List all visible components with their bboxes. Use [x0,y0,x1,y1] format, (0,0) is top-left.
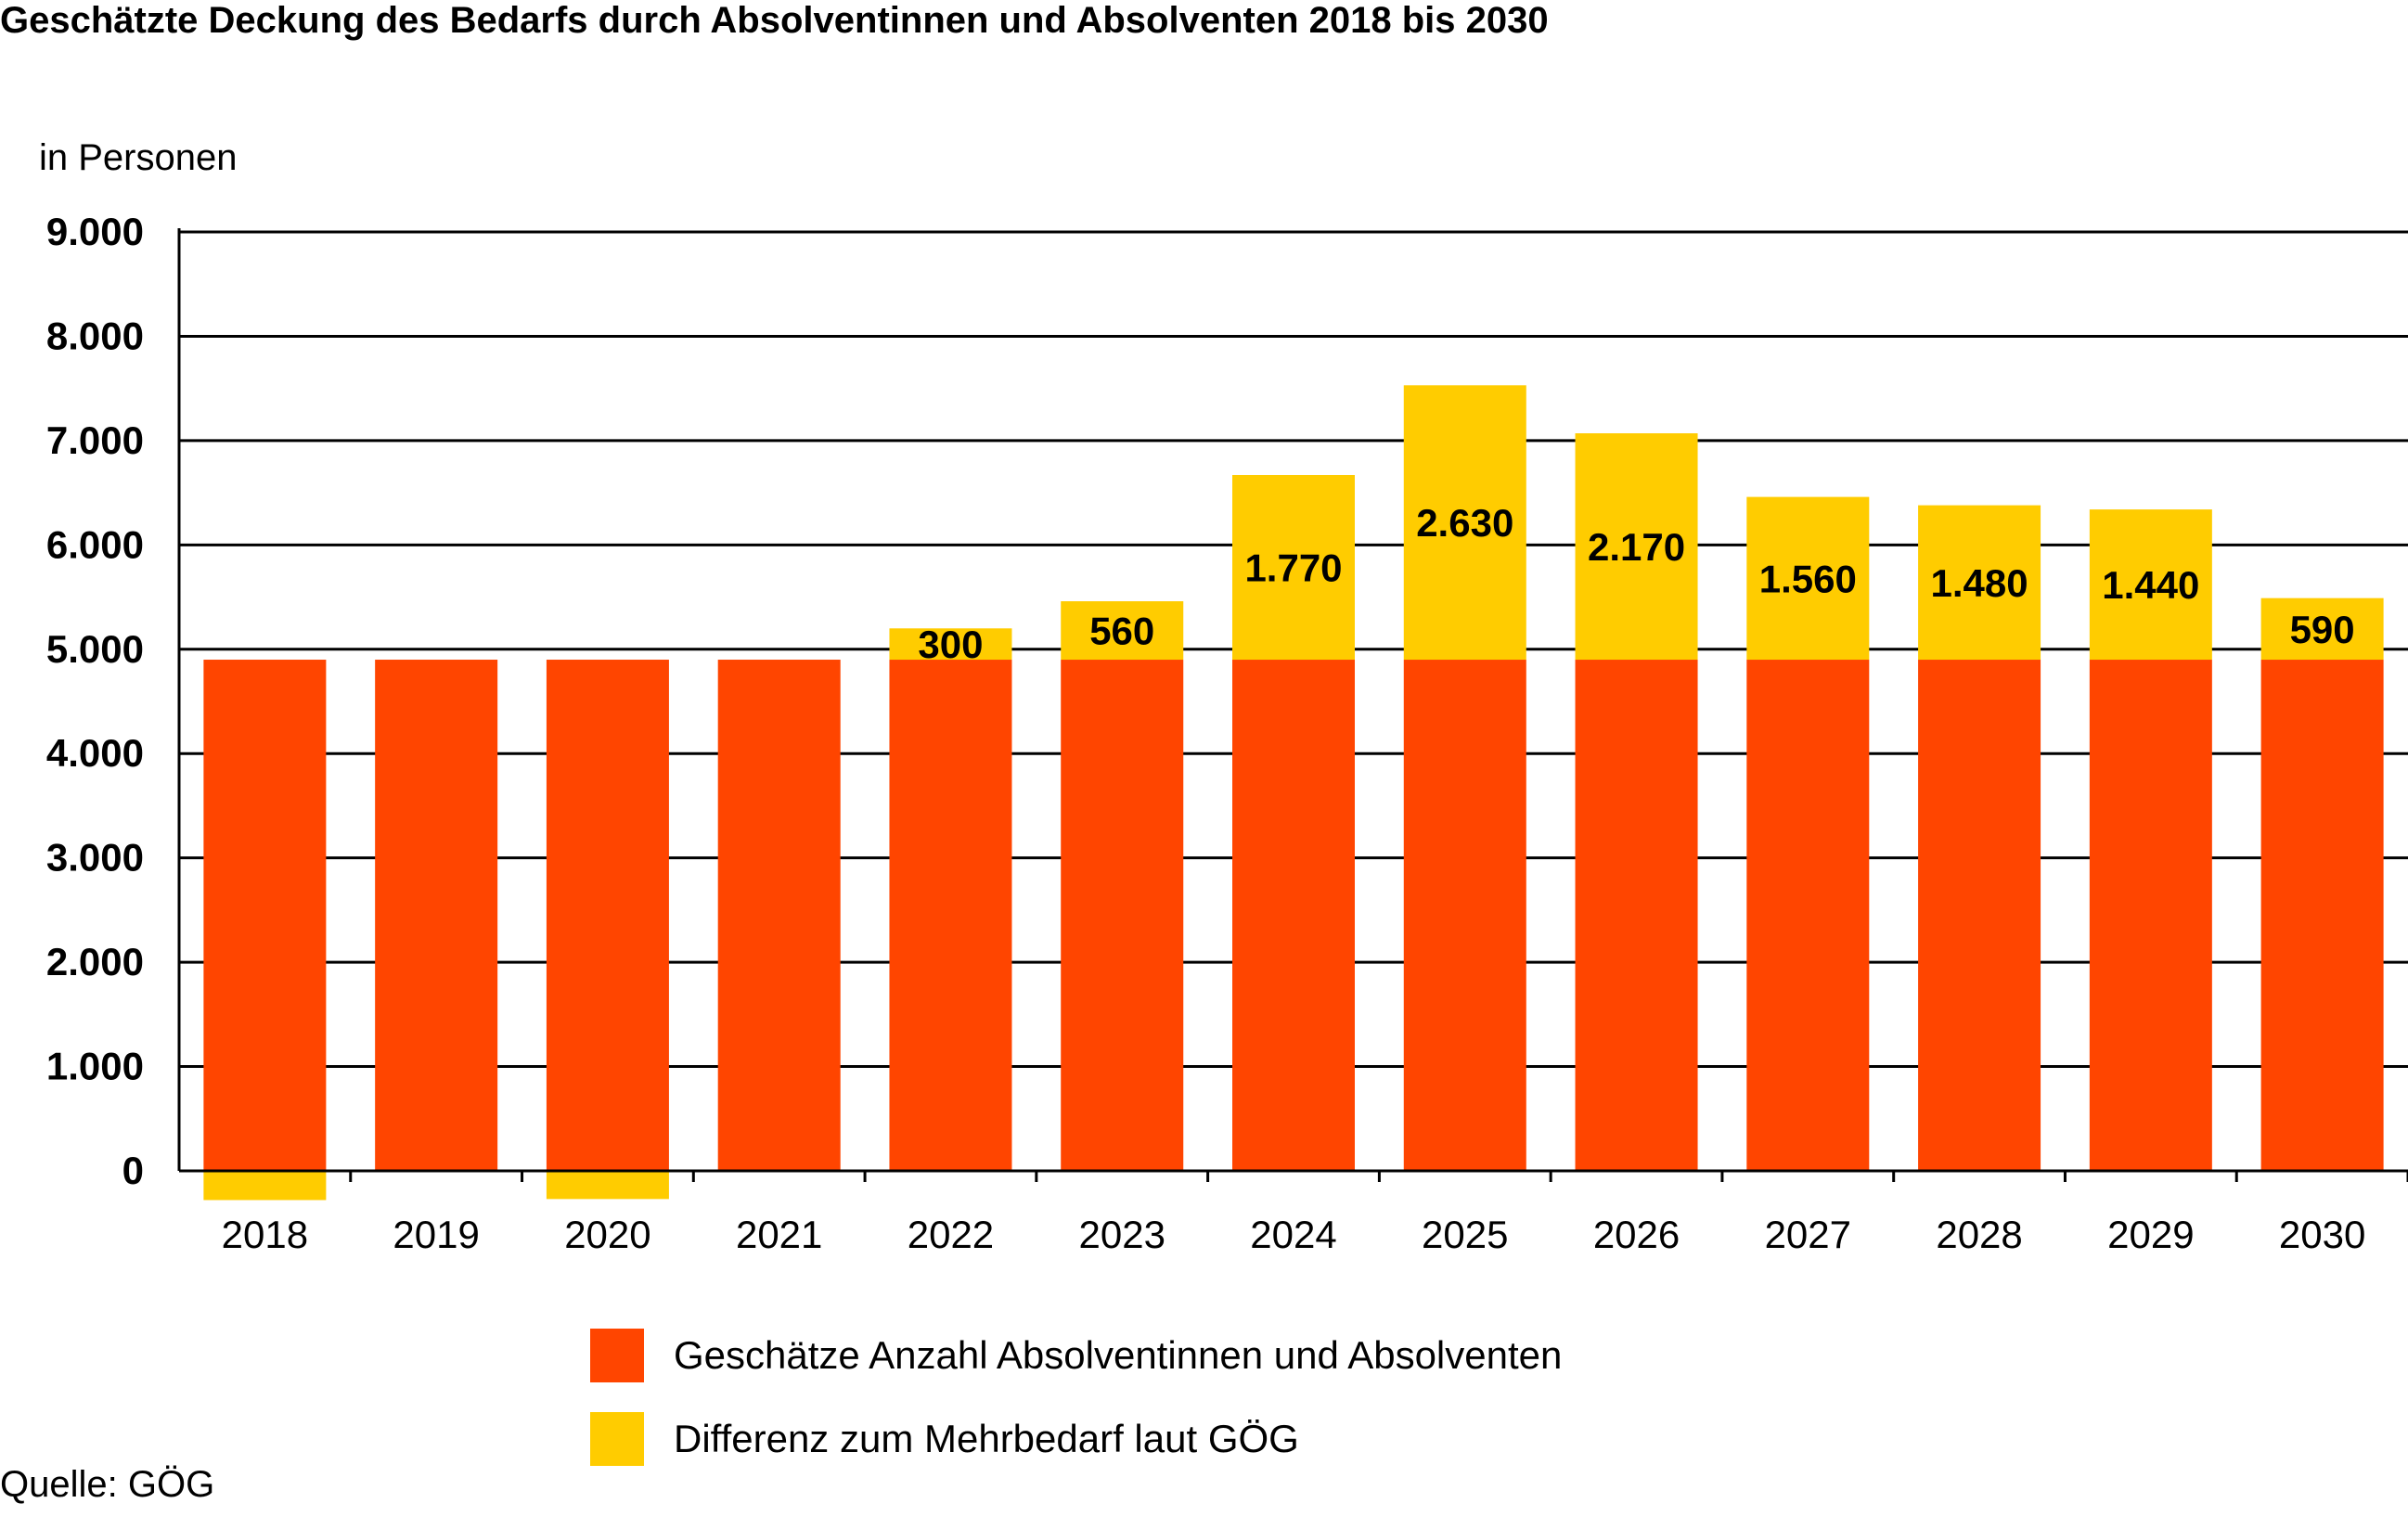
data-label-2029: 1.440 [2102,563,2199,607]
bar-differenz-2024 [1232,474,1355,661]
bar-differenz-2018 [203,1171,327,1201]
y-tick-label: 2.000 [46,940,144,983]
x-tick-label: 2020 [564,1213,650,1256]
y-tick-label: 6.000 [46,522,144,566]
bar-absolventen-2025 [1403,660,1526,1171]
x-tick-label: 2028 [1936,1213,2022,1256]
y-tick-label: 1.000 [46,1045,144,1088]
bar-absolventen-2024 [1232,660,1355,1171]
x-tick-label: 2019 [393,1213,479,1256]
data-label-2024: 1.770 [1244,546,1342,590]
legend-swatch-differenz [590,1412,644,1466]
bar-absolventen-2029 [2089,660,2212,1171]
data-label-2030: 590 [2290,608,2355,651]
source-note: Quelle: GÖG [0,1464,215,1505]
x-tick-label: 2025 [1422,1213,1508,1256]
legend-item-absolventen: Geschätze Anzahl Absolventinnen und Abso… [590,1329,1562,1382]
bar-absolventen-2028 [1918,660,2041,1171]
legend-swatch-absolventen [590,1329,644,1382]
bar-differenz-2026 [1575,433,1698,661]
data-label-2027: 1.560 [1759,557,1857,600]
bar-differenz-2029 [2089,509,2212,661]
y-tick-label: 0 [122,1149,144,1192]
bar-absolventen-2018 [203,660,327,1171]
x-tick-label: 2029 [2107,1213,2194,1256]
legend-label-absolventen: Geschätze Anzahl Absolventinnen und Abso… [674,1333,1563,1377]
y-tick-label: 3.000 [46,836,144,880]
x-tick-label: 2018 [222,1213,308,1256]
x-tick-label: 2027 [1765,1213,1851,1256]
x-tick-label: 2021 [736,1213,822,1256]
bar-differenz-2030 [2260,597,2384,661]
x-tick-label: 2022 [908,1213,994,1256]
bar-absolventen-2019 [375,660,498,1171]
y-tick-label: 7.000 [46,418,144,462]
bar-differenz-2027 [1746,496,1870,661]
bar-differenz-2025 [1403,385,1526,661]
bar-absolventen-2022 [889,660,1012,1171]
bar-absolventen-2021 [717,660,841,1171]
bar-absolventen-2023 [1061,660,1184,1171]
y-tick-label: 9.000 [46,210,144,253]
x-tick-label: 2026 [1593,1213,1680,1256]
x-tick-label: 2024 [1250,1213,1336,1256]
bar-differenz-2022 [889,628,1012,661]
bar-differenz-2020 [546,1171,669,1200]
data-label-2025: 2.630 [1416,501,1513,545]
legend-label-differenz: Differenz zum Mehrbedarf laut GÖG [674,1417,1299,1460]
x-tick-label: 2030 [2279,1213,2365,1256]
bar-differenz-2023 [1061,601,1184,661]
y-axis-label: in Personen [39,137,238,178]
x-tick-label: 2023 [1079,1213,1165,1256]
data-label-2023: 560 [1089,610,1154,653]
y-tick-label: 4.000 [46,731,144,775]
data-label-2026: 2.170 [1588,525,1685,569]
bar-absolventen-2026 [1575,660,1698,1171]
legend: Geschätze Anzahl Absolventinnen und Abso… [590,1329,1562,1496]
y-tick-label: 8.000 [46,314,144,357]
chart-title: Geschätzte Deckung des Bedarfs durch Abs… [0,0,1549,41]
bar-absolventen-2030 [2260,660,2384,1171]
legend-item-differenz: Differenz zum Mehrbedarf laut GÖG [590,1412,1562,1466]
bar-absolventen-2020 [546,660,669,1171]
data-label-2028: 1.480 [1931,561,2028,605]
bar-differenz-2028 [1918,505,2041,661]
bar-absolventen-2027 [1746,660,1870,1171]
y-tick-label: 5.000 [46,627,144,671]
data-label-2022: 300 [918,623,983,666]
